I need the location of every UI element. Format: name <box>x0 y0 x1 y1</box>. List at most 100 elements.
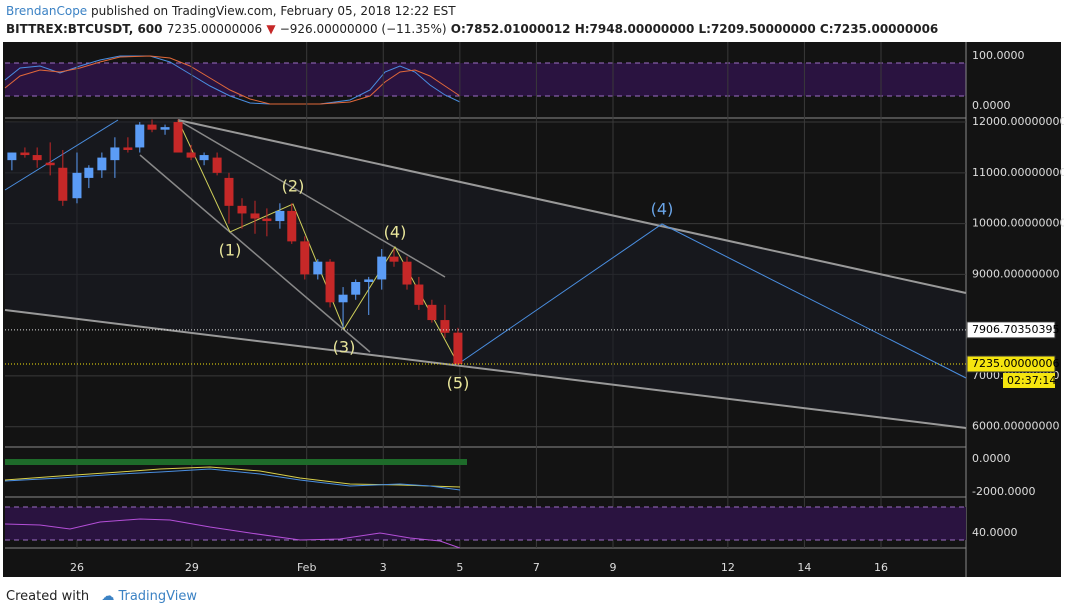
channel-fill <box>5 120 966 428</box>
x-tick-label: 29 <box>185 561 199 574</box>
candle-body <box>377 256 387 280</box>
candle-body <box>173 122 183 153</box>
footer: Created with ☁ TradingView <box>6 589 197 604</box>
macd-label: -2000.0000 <box>972 485 1035 498</box>
author[interactable]: BrendanCope <box>6 4 88 18</box>
candle-body <box>32 155 42 161</box>
channel-line <box>177 119 967 294</box>
high: H:7948.00000000 <box>574 22 695 36</box>
rsi-label: 40.0000 <box>972 526 1018 539</box>
candle-body <box>287 210 297 242</box>
price-tag <box>966 355 1056 373</box>
wave-path <box>4 119 119 191</box>
brand[interactable]: TradingView <box>118 589 197 604</box>
published: published on TradingView.com, February 0… <box>91 4 456 18</box>
chart: 100.0000 0.0000 0.0000 -2000.0000 40.000… <box>3 42 1064 577</box>
candle-body <box>414 284 424 305</box>
rsi-line <box>4 518 461 549</box>
y-tick-label: 10000.00000000 <box>972 217 1064 230</box>
x-tick-label: 16 <box>874 561 888 574</box>
candle-body <box>250 213 260 219</box>
projection-path <box>457 223 967 379</box>
candle-body <box>84 167 94 178</box>
stoch-k <box>4 55 461 105</box>
x-tick-label: 5 <box>456 561 463 574</box>
candle-body <box>123 147 133 150</box>
candle-body <box>199 155 209 161</box>
footer-brand[interactable]: ☁ TradingView <box>101 589 197 604</box>
countdown: 02:37:14 <box>1007 374 1056 387</box>
candle-body <box>427 304 437 321</box>
candle-body <box>338 294 348 303</box>
candle-body <box>186 152 196 158</box>
candle-body <box>110 147 120 161</box>
price-tag-label: 7906.70350395 <box>972 323 1059 336</box>
countdown-tag <box>1003 372 1055 388</box>
candle-body <box>97 157 107 171</box>
candle-body <box>212 157 222 173</box>
channel-line <box>177 119 446 278</box>
candle-body <box>325 261 335 303</box>
candle-body <box>147 124 157 130</box>
stoch-d <box>4 55 461 105</box>
footer-text: Created with <box>6 589 90 604</box>
wave-label: (3) <box>333 338 356 357</box>
candle-body <box>72 172 82 199</box>
candle-body <box>135 124 145 148</box>
change: −926.00000000 (−11.35%) <box>279 22 447 36</box>
stoch-band <box>5 63 966 96</box>
wave-label: (1) <box>219 241 242 260</box>
close: C:7235.00000006 <box>819 22 939 36</box>
candle-body <box>275 210 285 222</box>
macd-signal <box>4 466 461 488</box>
y-tick-label: 12000.00000000 <box>972 115 1064 128</box>
low: L:7209.50000000 <box>698 22 816 36</box>
wave-label: (4) <box>384 223 407 242</box>
candle-body <box>351 281 361 295</box>
candle-body <box>224 177 234 206</box>
last: 7235.00000006 <box>166 22 263 36</box>
wave-label: (4) <box>651 200 674 219</box>
symbol-line: BITTREX:BTCUSDT, 600 7235.00000006 ▼ −92… <box>6 22 938 36</box>
candle-body <box>402 261 412 285</box>
price-tag-label: 7235.00000006 <box>972 357 1059 370</box>
channel-line <box>139 154 371 353</box>
x-tick-label: 12 <box>721 561 735 574</box>
y-tick-label: 6000.00000000 <box>972 420 1059 433</box>
channel-line <box>4 309 967 429</box>
open: O:7852.01000012 <box>450 22 571 36</box>
candle-body <box>389 256 399 262</box>
x-tick-label: 26 <box>70 561 84 574</box>
rsi-band <box>5 507 966 540</box>
y-tick-label: 9000.00000000 <box>972 267 1059 280</box>
candle-body <box>440 320 450 333</box>
stoch-label: 0.0000 <box>972 99 1011 112</box>
x-tick-label: 3 <box>380 561 387 574</box>
symbol: BITTREX:BTCUSDT, 600 <box>6 22 163 36</box>
x-tick-label: 7 <box>533 561 540 574</box>
header-line: BrendanCope published on TradingView.com… <box>6 4 456 18</box>
y-tick-label: 11000.00000000 <box>972 166 1064 179</box>
candle-body <box>160 127 170 130</box>
candle-body <box>237 205 247 214</box>
macd-line <box>4 468 461 491</box>
x-tick-label: 9 <box>609 561 616 574</box>
macd-label: 0.0000 <box>972 452 1011 465</box>
candle-body <box>20 152 30 156</box>
candle-body <box>45 162 55 166</box>
down-arrow: ▼ <box>266 22 276 36</box>
stoch-label: 100.0000 <box>972 49 1025 62</box>
candle-body <box>300 241 310 275</box>
x-tick-label: Feb <box>297 561 316 574</box>
price-tag <box>966 321 1056 339</box>
candle-body <box>262 218 272 222</box>
candle-body <box>364 279 374 282</box>
candle-body <box>7 152 17 161</box>
candle-body <box>58 167 68 201</box>
wave-label: (2) <box>282 177 305 196</box>
macd-hist <box>5 459 467 465</box>
x-tick-label: 14 <box>797 561 811 574</box>
wave-label: (5) <box>447 374 470 393</box>
candle-body <box>313 261 323 275</box>
